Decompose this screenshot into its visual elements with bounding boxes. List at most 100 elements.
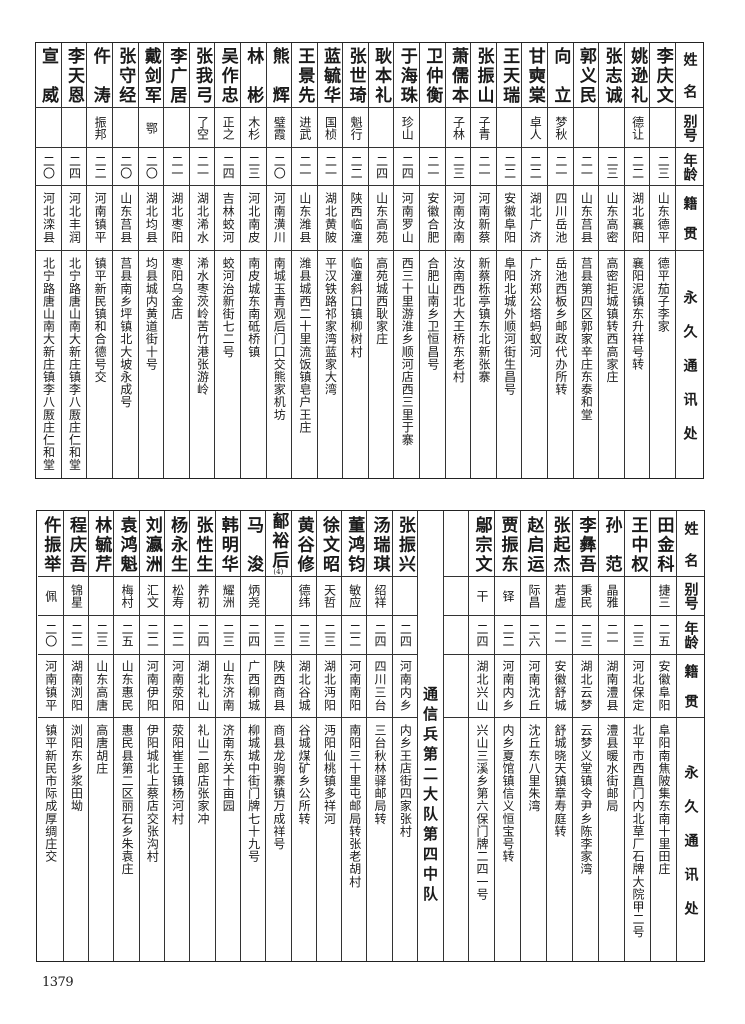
person-column: 田金科 捷三 二五 安徽阜阳 阜阳南焦陂集东南十里田庄 xyxy=(650,511,676,961)
native-cell: 吉林蛟河 xyxy=(215,186,240,251)
person-alias: 魁行 xyxy=(349,115,364,140)
person-native: 陕西临潼 xyxy=(349,192,364,244)
age-cell: 二一 xyxy=(547,616,572,655)
person-address: 三台秋林驿邮局转 xyxy=(373,724,388,825)
alias-cell xyxy=(112,108,138,148)
person-name: 向立 xyxy=(550,47,571,103)
person-address: 商县龙驹寨镇万成祥号 xyxy=(271,724,286,850)
person-age: 二三 xyxy=(297,623,312,647)
person-native: 河南南阳 xyxy=(347,660,362,712)
native-cell: 安徽阜阳 xyxy=(651,655,676,718)
person-name: 李广居 xyxy=(166,47,187,103)
person-column: 袁鸿魁 梅村 二五 山东惠民 惠民县第二区丽石乡朱袁庄 xyxy=(113,511,139,961)
name-cell: 张振山 xyxy=(471,43,496,108)
native-cell: 山东莒县 xyxy=(573,186,599,251)
person-age: 二四 xyxy=(373,623,388,647)
name-cell: 林毓芹 xyxy=(89,511,114,577)
person-name: 赵启运 xyxy=(523,515,544,572)
section-column: 通信兵第二大队第四中队 xyxy=(417,511,443,961)
person-age: 二三 xyxy=(631,623,645,647)
person-name: 萧儒本 xyxy=(447,47,468,103)
name-cell: 张守经 xyxy=(112,43,138,108)
native-cell: 山东高唐 xyxy=(89,655,114,718)
native-cell: 湖北广济 xyxy=(522,186,548,251)
header-native: 籍贯 xyxy=(681,196,698,240)
person-column: 张世琦 魁行 二二 陕西临潼 临潼斜口镇柳树村 xyxy=(342,43,368,478)
person-address: 镇平新民市际成厚绸庄交 xyxy=(43,724,58,863)
person-alias: 佩 xyxy=(43,590,58,602)
person-native: 山东惠民 xyxy=(120,660,135,712)
age-cell: 二四 xyxy=(240,616,266,655)
person-name: 耿本礼 xyxy=(371,47,392,103)
header-column: 姓名 别号 年龄 籍贯 永久通讯处 xyxy=(676,511,704,961)
person-native: 湖北襄阳 xyxy=(630,192,645,244)
person-alias: 炳尧 xyxy=(246,584,261,608)
person-address: 荥阳崔王镇杨河村 xyxy=(170,724,185,825)
person-address: 伊阳城北上蔡店交张沟村 xyxy=(145,724,160,863)
name-cell: 宣威 xyxy=(35,43,61,108)
person-age: 二〇 xyxy=(43,623,58,647)
person-column: 汤瑞琪 绍祥 二四 四川三台 三台秋林驿邮局转 xyxy=(366,511,392,961)
person-alias: 德让 xyxy=(630,115,645,140)
person-name: 李庆文 xyxy=(652,47,673,103)
address-cell: 枣阳乌金店 xyxy=(164,251,189,478)
page-number: 1379 xyxy=(42,975,74,990)
person-name: 张振山 xyxy=(473,47,494,103)
person-address: 合肥山南乡卫恒昌号 xyxy=(425,257,440,371)
age-cell: 二三 xyxy=(625,616,650,655)
alias-cell xyxy=(573,108,599,148)
person-age: 二四 xyxy=(475,623,489,647)
native-cell: 山东济南 xyxy=(215,655,240,718)
person-column: 郭义民 二一 山东莒县 莒县第四区郭家辛庄东泰和堂 xyxy=(572,43,599,478)
person-name: 刘瀛洲 xyxy=(141,515,162,572)
person-age: 二三 xyxy=(221,623,236,647)
address-cell: 伊阳城北上蔡店交张沟村 xyxy=(140,718,164,961)
person-address: 兴山三溪乡第六保门牌二四一号 xyxy=(475,724,489,901)
person-address: 北宁路唐山南大新庄镇李八厫庄仁和堂 xyxy=(41,257,56,472)
person-native: 山东济南 xyxy=(221,660,236,712)
person-address: 浠水枣茨岭苦竹港张游岭 xyxy=(195,257,210,396)
native-cell: 河南伊阳 xyxy=(139,655,165,718)
person-column: 韩明华 耀洲 二三 山东济南 济南东关十亩园 xyxy=(214,511,240,961)
address-cell: 内乡夏馆镇信义恒宝号转 xyxy=(495,718,520,961)
name-cell: 于海珠 xyxy=(394,43,420,108)
person-age: 二一 xyxy=(477,154,492,179)
age-cell: 二二 xyxy=(87,148,112,186)
header-name: 姓名 xyxy=(681,52,698,98)
age-cell: 二三 xyxy=(445,148,471,186)
address-cell: 高苑城西耿家庄 xyxy=(369,251,394,478)
age-cell: 二一 xyxy=(548,148,573,186)
person-name: 张性生 xyxy=(192,515,213,572)
person-native: 湖北云梦 xyxy=(579,660,593,712)
address-cell: 莒县南乡坪镇北大坡永成号 xyxy=(113,251,138,478)
person-name: 汤瑞琪 xyxy=(369,515,390,572)
alias-cell: 若虚 xyxy=(547,577,572,616)
address-cell: 莒县第四区郭家辛庄东泰和堂 xyxy=(574,251,599,478)
address-cell: 新蔡栎亭镇东北新张寨 xyxy=(471,251,496,478)
native-cell: 湖南澧县 xyxy=(599,655,624,718)
name-cell: 戴剑军 xyxy=(138,43,164,108)
person-age: 二二 xyxy=(69,623,84,647)
address-cell: 南城玉青观后门口交熊家机坊 xyxy=(267,251,292,478)
header-alias: 别号 xyxy=(682,582,699,610)
person-name: 程庆吾 xyxy=(65,515,86,572)
person-name: 卫仲衡 xyxy=(422,47,443,103)
person-age: 二一 xyxy=(297,154,312,179)
person-name: 甘奭棠 xyxy=(524,47,545,103)
native-cell: 山东惠民 xyxy=(114,655,139,718)
person-alias: 捷三 xyxy=(657,584,671,608)
name-cell: 贾振东 xyxy=(495,511,520,577)
person-age: 二三 xyxy=(271,623,286,647)
address-cell: 襄阳泥镇东升祥号转 xyxy=(625,251,650,478)
person-name: 王中权 xyxy=(627,515,648,572)
person-name: 袁鸿魁 xyxy=(116,515,137,572)
native-cell: 河北丰润 xyxy=(61,186,87,251)
person-age: 二四 xyxy=(246,623,261,647)
person-address: 沈丘东八里朱湾 xyxy=(527,724,541,813)
person-alias: 养初 xyxy=(195,584,210,608)
name-cell: 张性生 xyxy=(190,511,215,577)
person-name: 鄐裕后 xyxy=(268,511,289,568)
person-age: 二二 xyxy=(528,154,543,179)
blank-column xyxy=(443,511,468,961)
alias-cell: 德纬 xyxy=(291,577,316,616)
